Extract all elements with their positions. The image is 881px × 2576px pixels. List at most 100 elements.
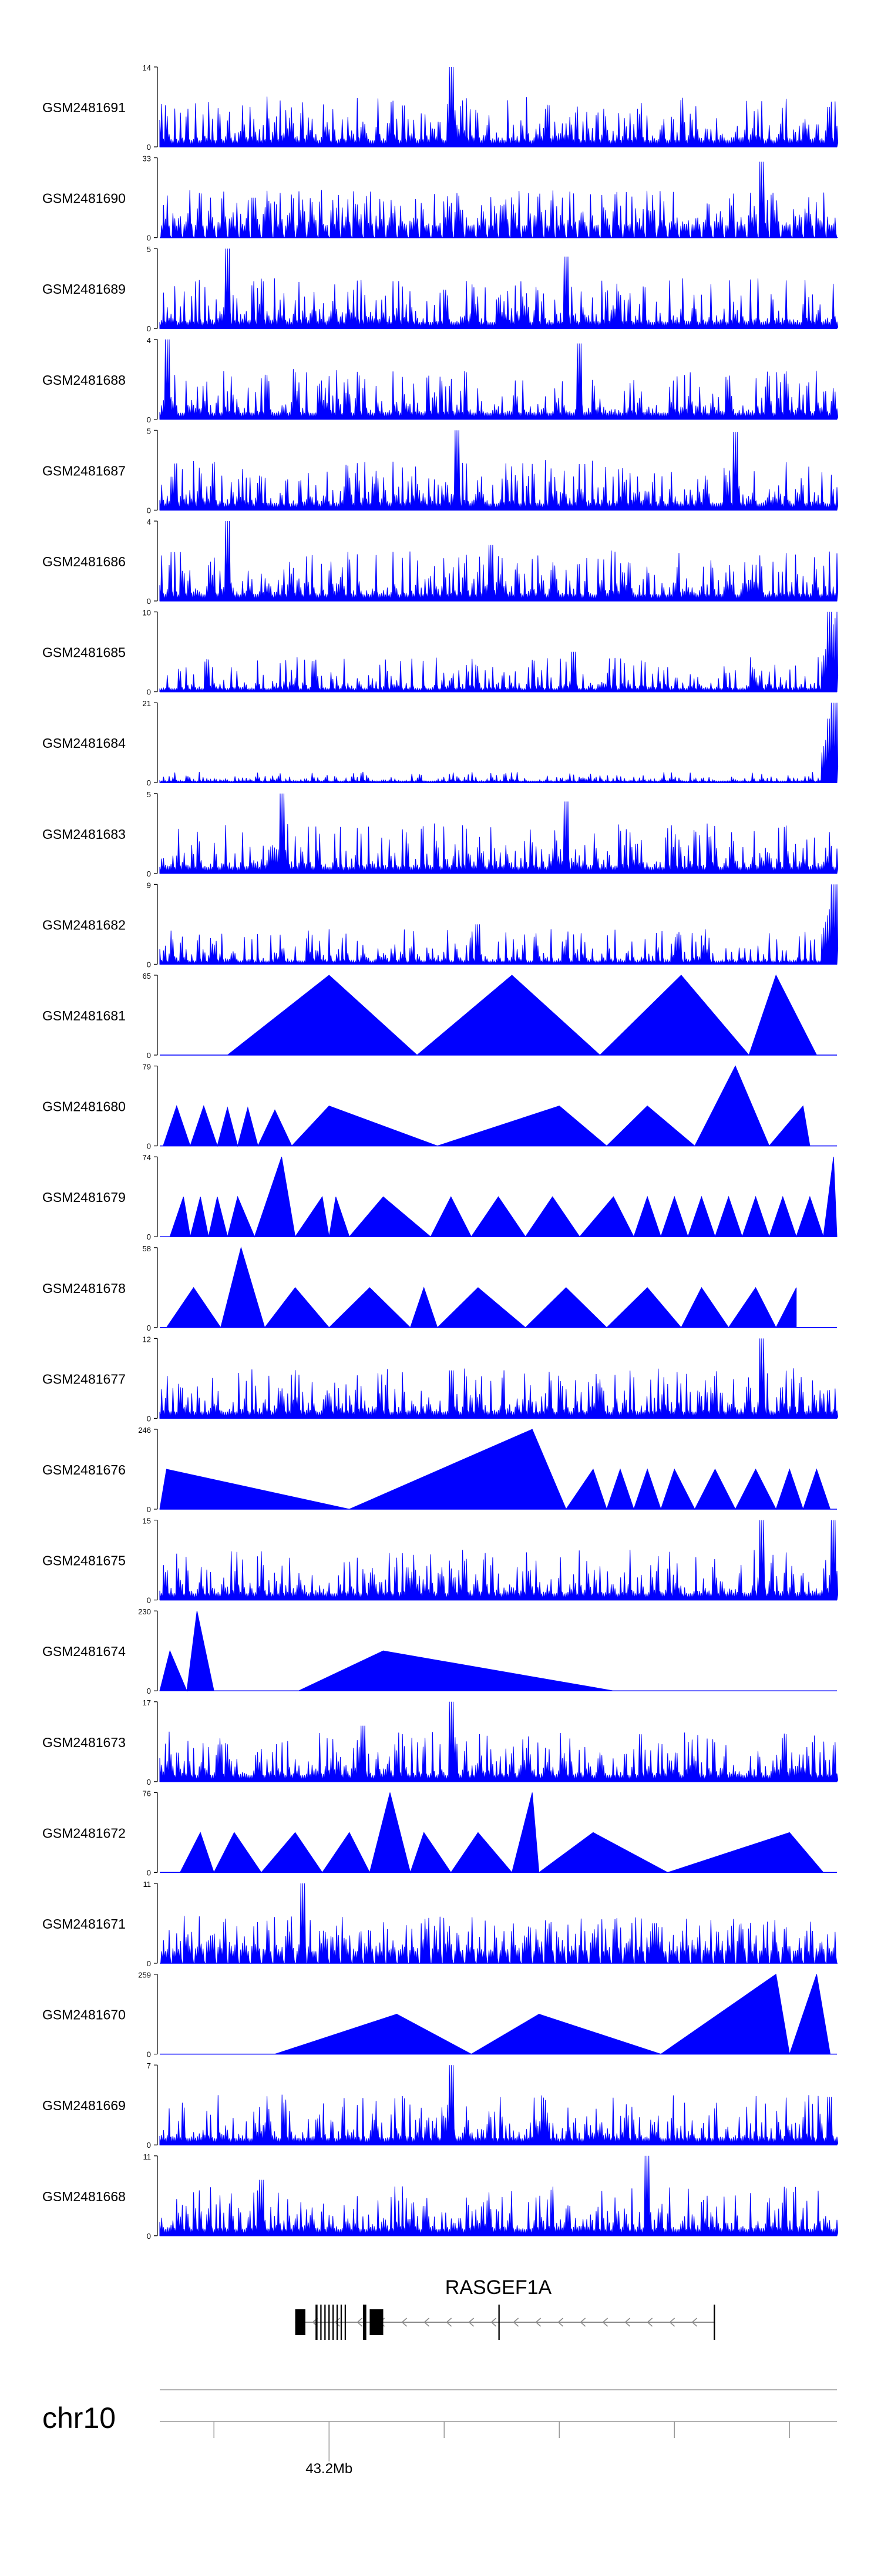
track-name-label: GSM2481673 xyxy=(42,1735,126,1750)
y-axis-max-label: 10 xyxy=(143,609,151,617)
y-axis-min-label: 0 xyxy=(147,778,151,787)
axis-tick-label: 43.2Mb xyxy=(305,2461,352,2477)
coverage-signal xyxy=(159,1701,839,1782)
coverage-signal xyxy=(159,2155,839,2236)
coverage-signal xyxy=(159,703,839,784)
strand-arrow xyxy=(446,2318,452,2327)
strand-arrow xyxy=(535,2318,542,2327)
y-axis-min-label: 0 xyxy=(147,2232,151,2241)
track-name-label: GSM2481670 xyxy=(42,2007,126,2023)
track-name-label: GSM2481690 xyxy=(42,191,126,206)
track-name-label: GSM2481682 xyxy=(42,917,126,932)
y-axis-max-label: 11 xyxy=(143,2152,152,2161)
strand-arrow xyxy=(513,2318,519,2327)
y-axis-max-label: 21 xyxy=(143,699,151,708)
track-name-label: GSM2481680 xyxy=(42,1099,126,1114)
y-axis-max-label: 246 xyxy=(138,1426,151,1435)
track-name-label: GSM2481679 xyxy=(42,1190,126,1205)
coverage-signal xyxy=(159,612,839,693)
strand-arrow xyxy=(357,2318,363,2327)
coverage-signal xyxy=(159,884,839,965)
coverage-signal xyxy=(160,162,838,239)
strand-arrow xyxy=(334,2318,341,2327)
track-GSM2481668: GSM2481668 11 0 xyxy=(42,2152,839,2241)
track-GSM2481673: GSM2481673 17 0 xyxy=(42,1698,839,1786)
y-axis-min-label: 0 xyxy=(147,597,151,606)
track-name-label: GSM2481672 xyxy=(42,1825,126,1841)
gene-exon xyxy=(315,2305,318,2340)
coverage-signal xyxy=(159,2065,839,2145)
y-axis-max-label: 4 xyxy=(147,336,151,345)
coverage-signal xyxy=(160,1792,824,1874)
y-axis-min-label: 0 xyxy=(147,506,151,515)
y-axis-max-label: 7 xyxy=(147,2061,151,2070)
track-name-label: GSM2481669 xyxy=(42,2098,126,2113)
y-axis-min-label: 0 xyxy=(147,1232,151,1241)
y-axis-min-label: 0 xyxy=(147,1778,151,1786)
y-axis-min-label: 0 xyxy=(147,1414,151,1423)
y-axis-min-label: 0 xyxy=(147,2050,151,2059)
strand-arrow xyxy=(647,2318,653,2327)
gene-exon xyxy=(714,2305,715,2340)
y-axis-max-label: 11 xyxy=(143,1880,152,1889)
track-name-label: GSM2481668 xyxy=(42,2189,126,2204)
strand-arrow xyxy=(490,2318,497,2327)
track-GSM2481688: GSM2481688 4 0 xyxy=(42,336,839,424)
y-axis-max-label: 33 xyxy=(143,155,151,163)
track-name-label: GSM2481676 xyxy=(42,1462,126,1477)
strand-arrow xyxy=(580,2318,586,2327)
y-axis-max-label: 5 xyxy=(147,245,151,254)
gene-exon xyxy=(320,2305,322,2340)
track-GSM2481680: GSM2481680 79 0 xyxy=(42,1063,837,1151)
track-GSM2481670: GSM2481670 259 0 xyxy=(42,1971,837,2059)
track-name-label: GSM2481681 xyxy=(42,1008,126,1023)
track-name-label: GSM2481688 xyxy=(42,372,126,388)
y-axis-min-label: 0 xyxy=(147,143,151,152)
y-axis-max-label: 15 xyxy=(143,1517,151,1526)
y-axis-max-label: 9 xyxy=(147,881,151,889)
y-axis-max-label: 76 xyxy=(143,1789,151,1798)
track-GSM2481677: GSM2481677 12 0 xyxy=(42,1335,839,1423)
track-name-label: GSM2481677 xyxy=(42,1371,126,1386)
coverage-signal xyxy=(159,1338,839,1419)
track-GSM2481689: GSM2481689 5 0 xyxy=(42,245,839,333)
y-axis-max-label: 74 xyxy=(143,1153,151,1162)
track-GSM2481674: GSM2481674 230 0 xyxy=(42,1607,837,1695)
coverage-signal xyxy=(160,1246,797,1328)
y-axis-max-label: 5 xyxy=(147,790,151,799)
chromosome-axis-layer: chr10 43.2Mb xyxy=(42,2389,837,2477)
track-name-label: GSM2481687 xyxy=(42,463,126,478)
track-GSM2481684: GSM2481684 21 0 xyxy=(42,699,839,787)
track-name-label: GSM2481678 xyxy=(42,1281,126,1296)
y-axis-min-label: 0 xyxy=(147,1596,151,1605)
gene-model-layer: RASGEF1A xyxy=(295,2276,715,2340)
gene-exon xyxy=(362,2305,366,2340)
coverage-signal xyxy=(159,520,839,602)
y-axis-min-label: 0 xyxy=(147,1687,151,1695)
y-axis-max-label: 65 xyxy=(143,972,151,980)
strand-arrow xyxy=(423,2318,430,2327)
y-axis-min-label: 0 xyxy=(147,1324,151,1332)
gene-exon xyxy=(336,2305,338,2340)
y-axis-max-label: 259 xyxy=(138,1971,151,1980)
y-axis-min-label: 0 xyxy=(147,869,151,878)
track-GSM2481672: GSM2481672 76 0 xyxy=(42,1789,837,1877)
tracks-layer: GSM2481691140GSM2481690330GSM248168950GS… xyxy=(42,63,839,2241)
gene-exon xyxy=(340,2305,342,2340)
track-GSM2481679: GSM2481679 74 0 xyxy=(42,1153,838,1241)
track-GSM2481683: GSM2481683 5 0 xyxy=(42,790,839,878)
y-axis-min-label: 0 xyxy=(147,1959,151,1968)
y-axis-max-label: 79 xyxy=(143,1063,151,1072)
gene-exon xyxy=(332,2305,334,2340)
y-axis-max-label: 5 xyxy=(147,426,151,435)
track-name-label: GSM2481685 xyxy=(42,645,126,660)
coverage-signal xyxy=(160,1883,838,1964)
gene-exon xyxy=(369,2309,384,2335)
track-GSM2481675: GSM2481675 15 0 xyxy=(42,1517,839,1605)
track-GSM2481686: GSM2481686 4 0 xyxy=(42,518,839,606)
track-name-label: GSM2481686 xyxy=(42,554,126,569)
y-axis-min-label: 0 xyxy=(147,234,151,243)
strand-arrow xyxy=(401,2318,408,2327)
y-axis-min-label: 0 xyxy=(147,324,151,333)
